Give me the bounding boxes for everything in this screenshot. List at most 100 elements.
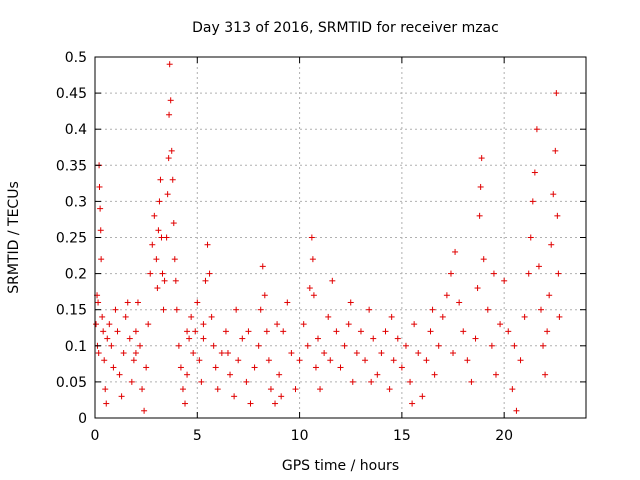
- grid-layer: [95, 57, 586, 418]
- data-point: [101, 357, 108, 364]
- data-point: [255, 342, 262, 349]
- data-point: [505, 328, 512, 335]
- data-point: [497, 321, 504, 328]
- data-point: [200, 321, 207, 328]
- y-tick-label: 0.45: [56, 86, 87, 102]
- data-point: [202, 277, 209, 284]
- data-point: [265, 357, 272, 364]
- y-tick-label: 0.05: [56, 375, 87, 391]
- data-point: [184, 328, 191, 335]
- data-point: [261, 292, 268, 299]
- data-point: [546, 292, 553, 299]
- data-point: [128, 378, 135, 385]
- data-point: [132, 350, 139, 357]
- data-point: [554, 212, 561, 219]
- data-point: [100, 328, 107, 335]
- data-point: [556, 313, 563, 320]
- data-point: [472, 335, 479, 342]
- data-point: [431, 371, 438, 378]
- data-point: [537, 306, 544, 313]
- data-point: [120, 350, 127, 357]
- data-point: [157, 176, 164, 183]
- data-point: [159, 270, 166, 277]
- data-point: [118, 393, 125, 400]
- data-point: [227, 371, 234, 378]
- data-point: [460, 328, 467, 335]
- data-point: [222, 328, 229, 335]
- data-point: [160, 306, 167, 313]
- data-point: [552, 147, 559, 154]
- data-point: [186, 335, 193, 342]
- data-point: [337, 364, 344, 371]
- data-point: [317, 386, 324, 393]
- data-point: [104, 335, 111, 342]
- data-point: [161, 277, 168, 284]
- data-point: [370, 335, 377, 342]
- data-point: [452, 248, 459, 255]
- y-tick-label: 0.4: [65, 122, 87, 138]
- data-point: [194, 299, 201, 306]
- data-point: [488, 342, 495, 349]
- data-point: [218, 350, 225, 357]
- data-point: [548, 241, 555, 248]
- y-tick-label: 0.1: [65, 339, 87, 355]
- data-point: [166, 61, 173, 68]
- data-point: [531, 169, 538, 176]
- y-tick-label: 0.2: [65, 267, 87, 283]
- data-point: [443, 292, 450, 299]
- x-axis-label: GPS time / hours: [282, 458, 399, 474]
- data-point: [251, 364, 258, 371]
- data-point: [312, 364, 319, 371]
- data-point: [99, 313, 106, 320]
- data-point: [116, 371, 123, 378]
- data-point: [198, 378, 205, 385]
- data-point: [143, 364, 150, 371]
- data-point: [95, 299, 102, 306]
- data-point: [165, 155, 172, 162]
- data-point: [349, 378, 356, 385]
- data-point: [190, 350, 197, 357]
- data-point: [398, 364, 405, 371]
- data-point: [366, 306, 373, 313]
- data-point: [484, 306, 491, 313]
- data-point: [137, 342, 144, 349]
- data-point: [130, 357, 137, 364]
- y-tick-label: 0.5: [65, 50, 87, 66]
- data-point: [259, 263, 266, 270]
- data-point: [156, 198, 163, 205]
- data-point: [402, 342, 409, 349]
- data-point: [288, 350, 295, 357]
- data-point: [533, 126, 540, 133]
- data-point: [327, 357, 334, 364]
- data-point: [529, 198, 536, 205]
- data-point: [97, 205, 104, 212]
- data-point: [102, 386, 109, 393]
- data-point: [263, 328, 270, 335]
- data-point: [521, 313, 528, 320]
- data-point: [550, 191, 557, 198]
- data-point: [245, 328, 252, 335]
- data-point: [158, 234, 165, 241]
- data-point: [177, 364, 184, 371]
- y-tick-label: 0.25: [56, 231, 87, 247]
- y-tick-label: 0: [78, 411, 87, 427]
- data-point: [374, 371, 381, 378]
- data-point: [155, 227, 162, 234]
- data-point: [167, 97, 174, 104]
- data-point: [513, 407, 520, 414]
- data-point: [196, 357, 203, 364]
- data-point: [208, 313, 215, 320]
- data-point: [347, 299, 354, 306]
- data-point: [182, 400, 189, 407]
- data-point: [527, 234, 534, 241]
- data-point: [126, 335, 133, 342]
- data-point: [235, 357, 242, 364]
- chart-title: Day 313 of 2016, SRMTID for receiver mza…: [192, 20, 499, 36]
- data-point: [411, 321, 418, 328]
- data-point: [435, 342, 442, 349]
- data-point: [501, 277, 508, 284]
- data-point: [509, 386, 516, 393]
- data-point: [278, 393, 285, 400]
- data-point: [224, 350, 231, 357]
- data-point: [206, 270, 213, 277]
